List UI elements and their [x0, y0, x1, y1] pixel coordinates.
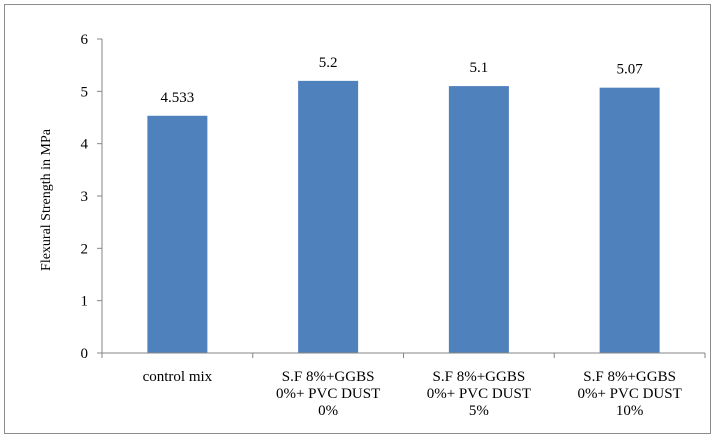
x-category-label-line: S.F 8%+GGBS	[583, 369, 676, 385]
bar	[599, 87, 660, 354]
x-category-label-line: 0%+ PVC DUST	[276, 386, 380, 402]
x-category-label-line: 0%+ PVC DUST	[427, 386, 531, 402]
x-category-label-line: 0%	[318, 403, 338, 419]
x-category-label-line: S.F 8%+GGBS	[282, 369, 375, 385]
x-category-label-line: control mix	[143, 369, 213, 385]
y-tick-label: 2	[81, 241, 89, 257]
x-category-label: S.F 8%+GGBS 0%+ PVC DUST 5%	[427, 369, 531, 419]
data-label: 4.533	[161, 90, 195, 106]
x-category-label-line: 10%	[616, 403, 644, 419]
y-tick-label: 4	[81, 137, 89, 153]
x-category-label-line: 5%	[469, 403, 489, 419]
data-label: 5.07	[617, 62, 644, 78]
y-tick-label: 0	[81, 346, 89, 362]
y-axis-title: Flexural Strength in MPa	[39, 128, 54, 271]
y-tick-label: 5	[81, 84, 89, 100]
axes	[101, 39, 706, 358]
x-category-label: S.F 8%+GGBS 0%+ PVC DUST 0%	[276, 369, 380, 419]
y-axis-ticks: 0 1 2 3 4 5 6	[81, 32, 102, 362]
bar	[448, 86, 509, 353]
data-label: 5.1	[470, 60, 489, 76]
data-label: 5.2	[319, 55, 338, 71]
bar	[298, 80, 359, 353]
y-tick-label: 3	[81, 189, 89, 205]
bars	[147, 80, 660, 354]
y-tick-label: 6	[81, 32, 89, 48]
y-tick-label: 1	[81, 294, 89, 310]
x-category-label-line: 0%+ PVC DUST	[577, 386, 681, 402]
bar	[147, 115, 208, 353]
x-category-label: control mix	[143, 369, 213, 385]
x-category-label-line: S.F 8%+GGBS	[433, 369, 526, 385]
x-category-label: S.F 8%+GGBS 0%+ PVC DUST 10%	[577, 369, 681, 419]
data-labels: 4.533 5.2 5.1 5.07	[161, 55, 644, 106]
x-axis-labels: control mix S.F 8%+GGBS 0%+ PVC DUST 0%S.F …	[143, 369, 682, 419]
